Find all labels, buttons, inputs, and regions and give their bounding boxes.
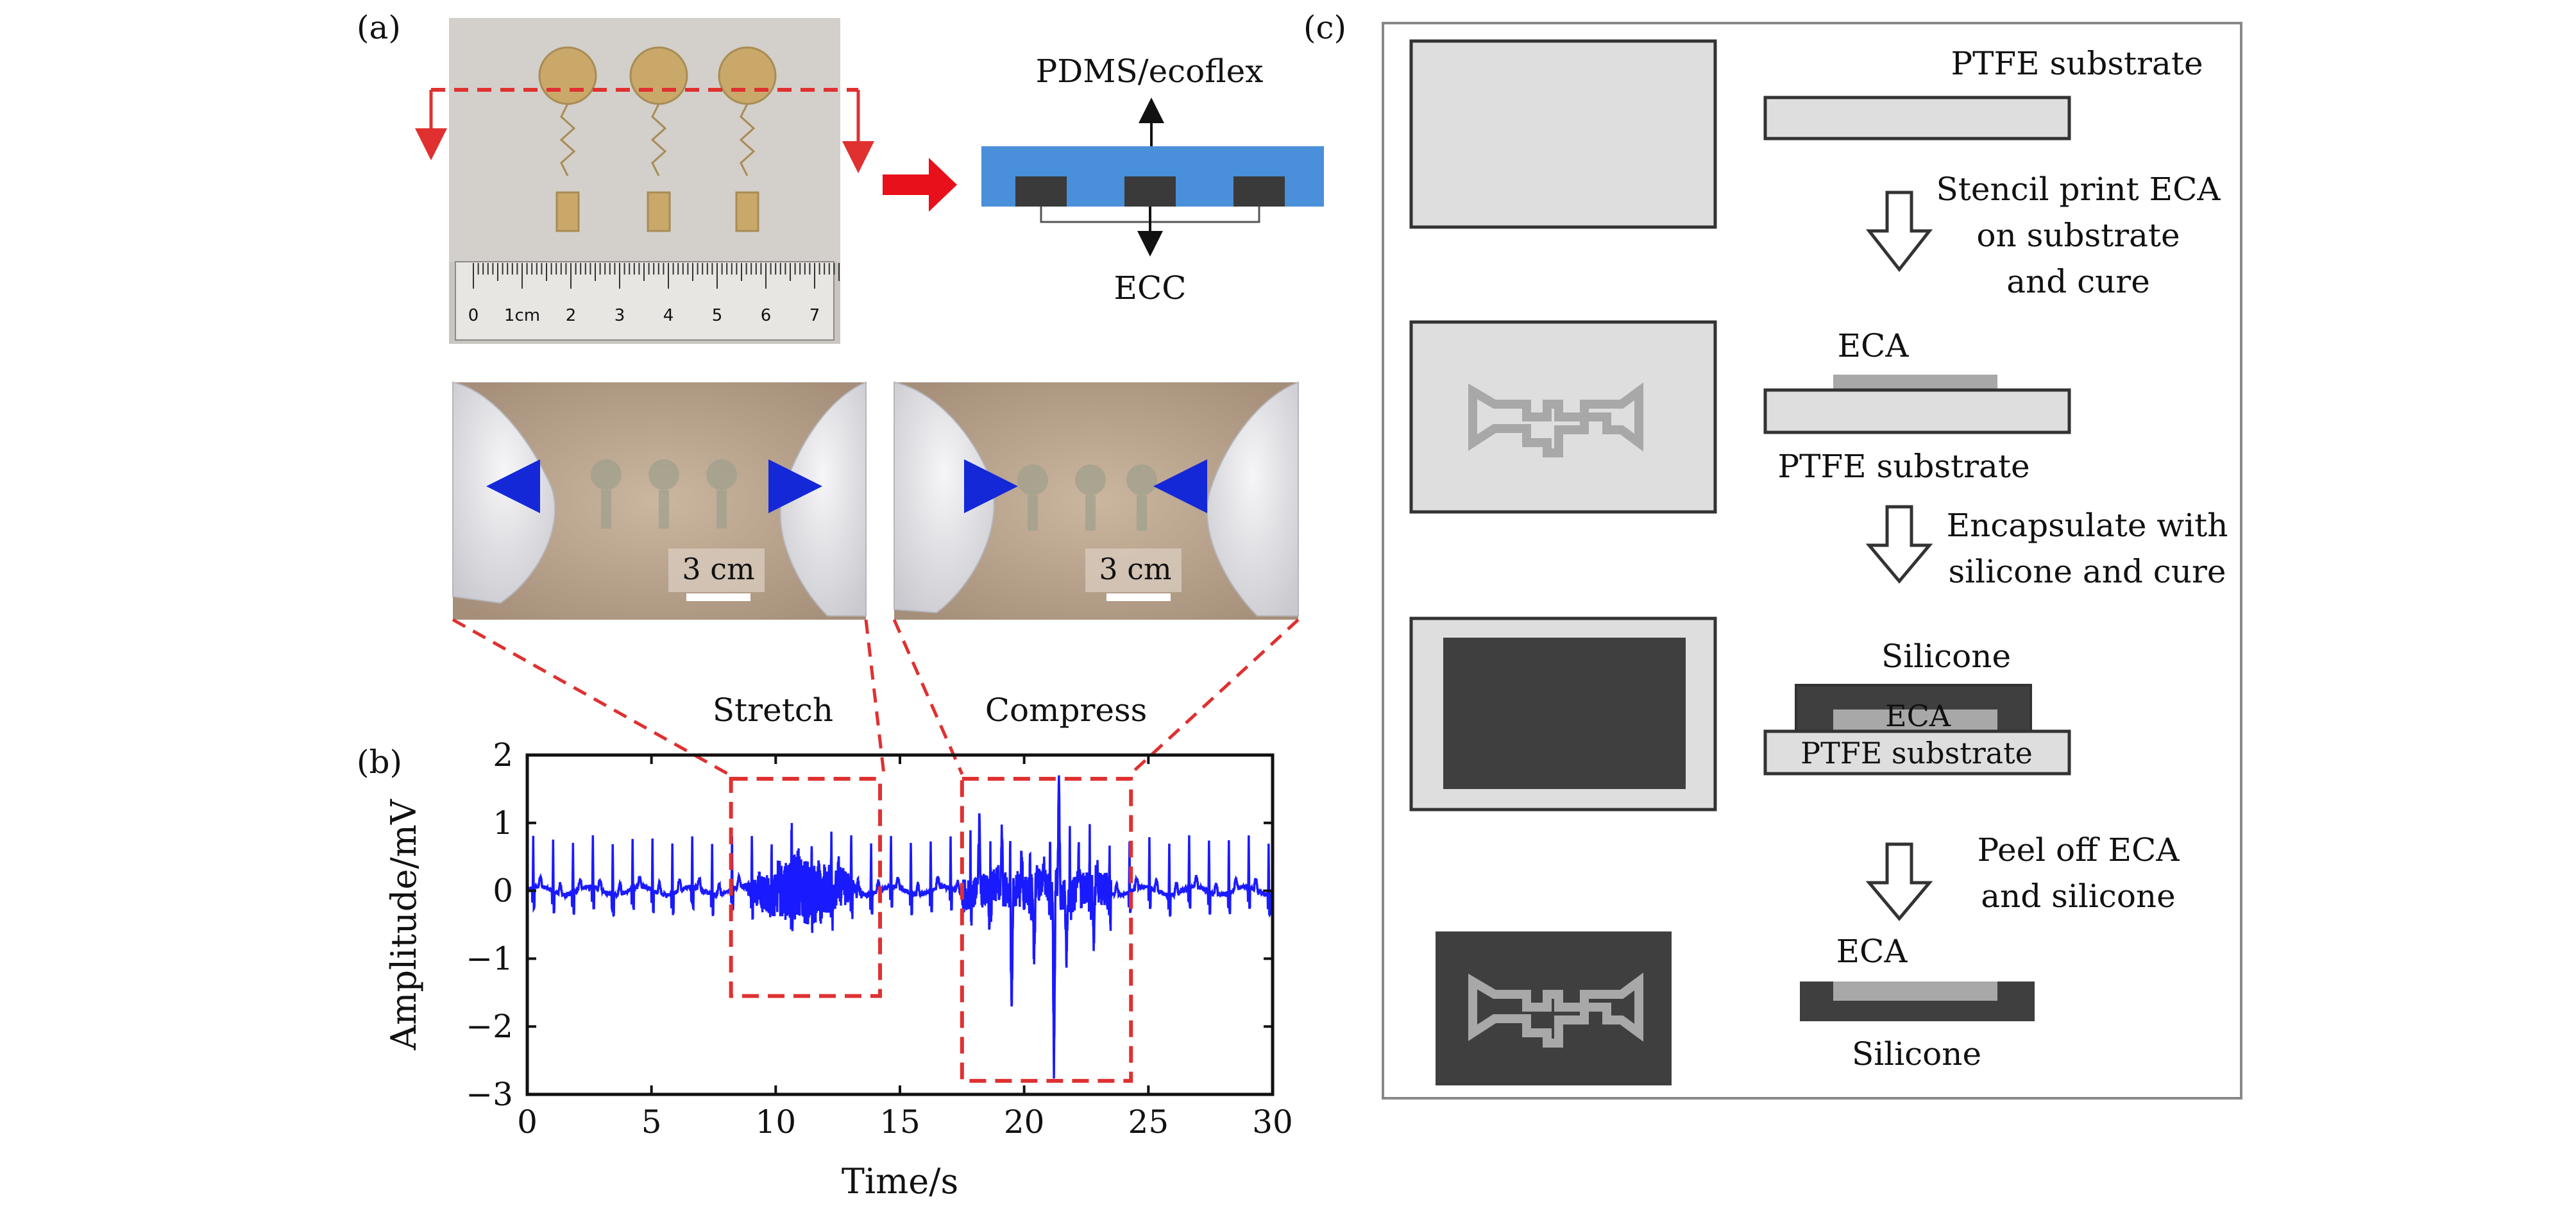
panel-c-label: (c) <box>1303 9 1346 46</box>
eca-layer <box>1833 709 1997 731</box>
arrow2-line2: silicone and cure <box>1948 553 2226 590</box>
compress-photo: 3 cm <box>894 381 1299 620</box>
panel-b-label: (b) <box>357 743 402 781</box>
arrow2-line1: Encapsulate with <box>1947 507 2228 544</box>
step4-bottom-label: Silicone <box>1852 1035 1981 1073</box>
ruler-number: 7 <box>809 306 820 325</box>
step3-top-label: Silicone <box>1881 638 2011 675</box>
plot-frame <box>525 753 1275 1096</box>
stretch-photo: 3 cm <box>452 381 867 620</box>
layer-top-label: PDMS/ecoflex <box>1036 53 1264 90</box>
ptfe-substrate-section <box>1763 96 2071 140</box>
ruler-number: 1cm <box>504 306 540 325</box>
y-tick-label: 0 <box>493 872 513 910</box>
step2-bottom-label: PTFE substrate <box>1777 448 2029 485</box>
x-tick-label: 0 <box>517 1103 538 1141</box>
electrode <box>1233 176 1285 207</box>
layer-bottom-label: ECC <box>1114 269 1186 307</box>
x-tick-label: 15 <box>879 1103 920 1141</box>
y-axis-label: Amplitude/mV <box>384 799 424 1051</box>
ruler-number: 5 <box>712 306 723 325</box>
y-tick-label: −3 <box>466 1076 513 1113</box>
stretch-label: Stretch <box>713 692 833 729</box>
ruler-number: 6 <box>761 306 772 325</box>
y-tick-label: 2 <box>493 736 513 774</box>
x-axis-label: Time/s <box>842 1161 958 1202</box>
compress-scale-label: 3 cm <box>1099 552 1171 586</box>
ruler-number: 4 <box>663 306 674 325</box>
eca-layer <box>1833 981 1997 1001</box>
step3-bottom-label: PTFE substrate <box>1801 736 2033 770</box>
electrode <box>1124 176 1176 207</box>
electrode <box>1015 176 1067 207</box>
x-tick-label: 10 <box>756 1103 797 1141</box>
transform-arrow <box>883 158 957 212</box>
ecg-signal-line <box>526 775 1274 1079</box>
y-tick-label: −2 <box>466 1008 513 1045</box>
panel-a-label: (a) <box>357 9 401 46</box>
cross-section: PDMS/ecoflex ECC <box>981 53 1324 307</box>
step4-top-label: ECA <box>1836 933 1908 970</box>
x-tick-label: 20 <box>1004 1103 1045 1141</box>
ruler-number: 0 <box>468 306 479 325</box>
highlight-region-stretch <box>729 777 883 998</box>
compress-label: Compress <box>985 692 1148 729</box>
step3-mid-label: ECA <box>1885 699 1951 733</box>
highlight-region-compress <box>960 777 1133 1083</box>
x-tick-label: 25 <box>1128 1103 1169 1141</box>
arrow1-line2: on substrate <box>1976 217 2180 254</box>
scale-bar <box>1106 593 1171 601</box>
eca-pattern <box>1468 973 1643 1048</box>
arrow3-line2: and silicone <box>1981 878 2175 915</box>
eca-pattern <box>1468 382 1643 457</box>
ruler-number: 2 <box>566 306 577 325</box>
scale-bar <box>686 593 750 601</box>
step2-top-label: ECA <box>1838 327 1910 364</box>
step1-label: PTFE substrate <box>1951 45 2203 82</box>
x-tick-label: 30 <box>1252 1103 1293 1141</box>
ruler-number: 3 <box>614 306 625 325</box>
process-arrow <box>1865 505 1933 584</box>
process-arrow <box>1865 191 1933 273</box>
ptfe-substrate-section <box>1763 388 2071 434</box>
ptfe-plate-top-view <box>1409 39 1717 229</box>
y-tick-label: −1 <box>466 940 513 977</box>
y-tick-label: 1 <box>493 804 513 842</box>
arrow3-line1: Peel off ECA <box>1978 831 2180 869</box>
ecg-chart: 0 5 10 15 20 25 30 −3 −2 −1 0 1 2 Time/s Amplitude/mV <box>384 736 1293 1202</box>
x-tick-label: 5 <box>641 1103 662 1141</box>
arrow1-line1: Stencil print ECA <box>1936 171 2221 208</box>
ptfe-substrate-section <box>1763 729 2071 776</box>
zoom-lines <box>452 618 1300 776</box>
eca-layer <box>1833 375 1997 390</box>
ruler: 0 1cm 2 3 4 5 6 7 <box>455 261 840 341</box>
arrow1-line3: and cure <box>2006 263 2150 300</box>
silicone-top-view <box>1443 638 1686 789</box>
process-arrow <box>1865 842 1933 921</box>
stretch-scale-label: 3 cm <box>682 552 754 586</box>
device-photo: 0 1cm 2 3 4 5 6 7 <box>415 18 874 344</box>
